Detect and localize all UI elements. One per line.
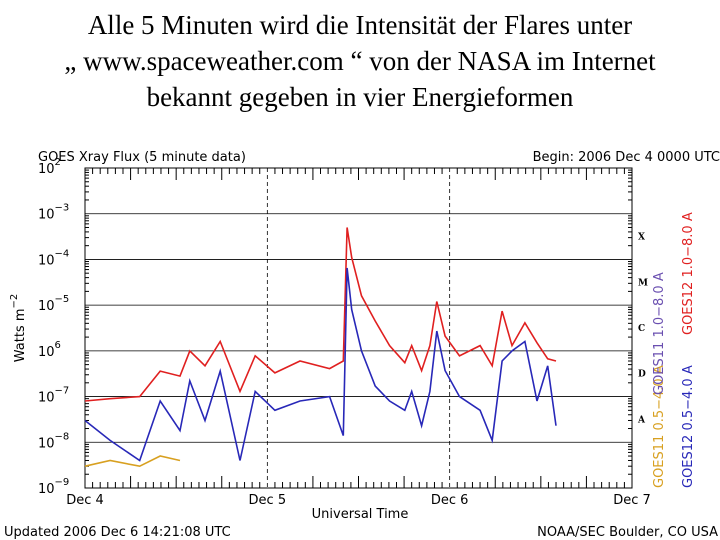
legend-entry: GOES12 0.5−4.0 A <box>681 365 696 488</box>
slide-title: Alle 5 Minuten wird die Intensität der F… <box>88 10 632 40</box>
legend-entry: GOES11 0.5−4.0 A <box>652 365 667 488</box>
legend-entry: GOES11 1.0−8.0 A <box>652 272 667 395</box>
x-tick-label: Dec 6 <box>431 493 469 508</box>
y-tick-exponent: −8 <box>55 431 70 442</box>
y-tick-label: 10−8 <box>38 431 69 451</box>
y-tick-label: 10−9 <box>38 477 69 497</box>
y-tick-base: 10 <box>38 345 55 360</box>
y-tick-base: 10 <box>38 208 55 223</box>
y-tick-base: 10 <box>38 391 55 406</box>
class-label: A <box>637 415 646 425</box>
y-tick-base: 10 <box>38 299 55 314</box>
source-label: NOAA/SEC Boulder, CO USA <box>537 525 718 540</box>
class-label: D <box>638 370 646 380</box>
y-axis-label: Watts m−2 <box>9 294 28 363</box>
y-tick-label: 10−7 <box>38 386 69 406</box>
class-label: C <box>638 324 645 334</box>
y-tick-exponent: 6 <box>55 340 61 351</box>
y-tick-base: 10 <box>38 436 55 451</box>
y-label-exponent: −2 <box>9 294 20 309</box>
y-tick-label: 102 <box>38 157 61 177</box>
y-tick-label: 106 <box>38 340 61 360</box>
legend-entry: GOES12 1.0−8.0 A <box>681 212 696 335</box>
y-tick-exponent: −4 <box>55 248 70 259</box>
y-tick-exponent: 2 <box>55 157 61 168</box>
y-tick-exponent: −5 <box>55 294 70 305</box>
y-tick-label: 10−4 <box>38 248 69 268</box>
y-tick-label: 10−3 <box>38 203 69 223</box>
x-tick-label: Dec 7 <box>613 493 651 508</box>
y-tick-exponent: −9 <box>55 477 70 488</box>
series-line <box>85 412 556 466</box>
y-tick-label: 10−5 <box>38 294 69 314</box>
x-tick-label: Dec 5 <box>249 493 287 508</box>
plot-frame <box>84 167 633 489</box>
begin-label: Begin: 2006 Dec 4 0000 UTC <box>533 150 720 165</box>
y-tick-base: 10 <box>38 253 55 268</box>
class-label: M <box>638 278 648 288</box>
series-line <box>84 227 557 402</box>
x-axis-label: Universal Time <box>312 507 409 522</box>
updated-label: Updated 2006 Dec 6 14:21:08 UTC <box>4 525 231 540</box>
y-tick-exponent: −7 <box>55 386 70 397</box>
slide-title: bekannt gegeben in vier Energieformen <box>147 82 574 112</box>
chart-title: GOES Xray Flux (5 minute data) <box>38 150 246 165</box>
slide-title: „ www.spaceweather.com “ von der NASA im… <box>64 46 656 76</box>
y-label-base: Watts m <box>13 308 28 362</box>
y-tick-base: 10 <box>38 162 55 177</box>
x-tick-label: Dec 4 <box>66 493 104 508</box>
y-tick-base: 10 <box>38 482 55 497</box>
series-line <box>84 267 557 462</box>
y-tick-exponent: −3 <box>55 203 70 214</box>
class-label: X <box>638 233 645 243</box>
